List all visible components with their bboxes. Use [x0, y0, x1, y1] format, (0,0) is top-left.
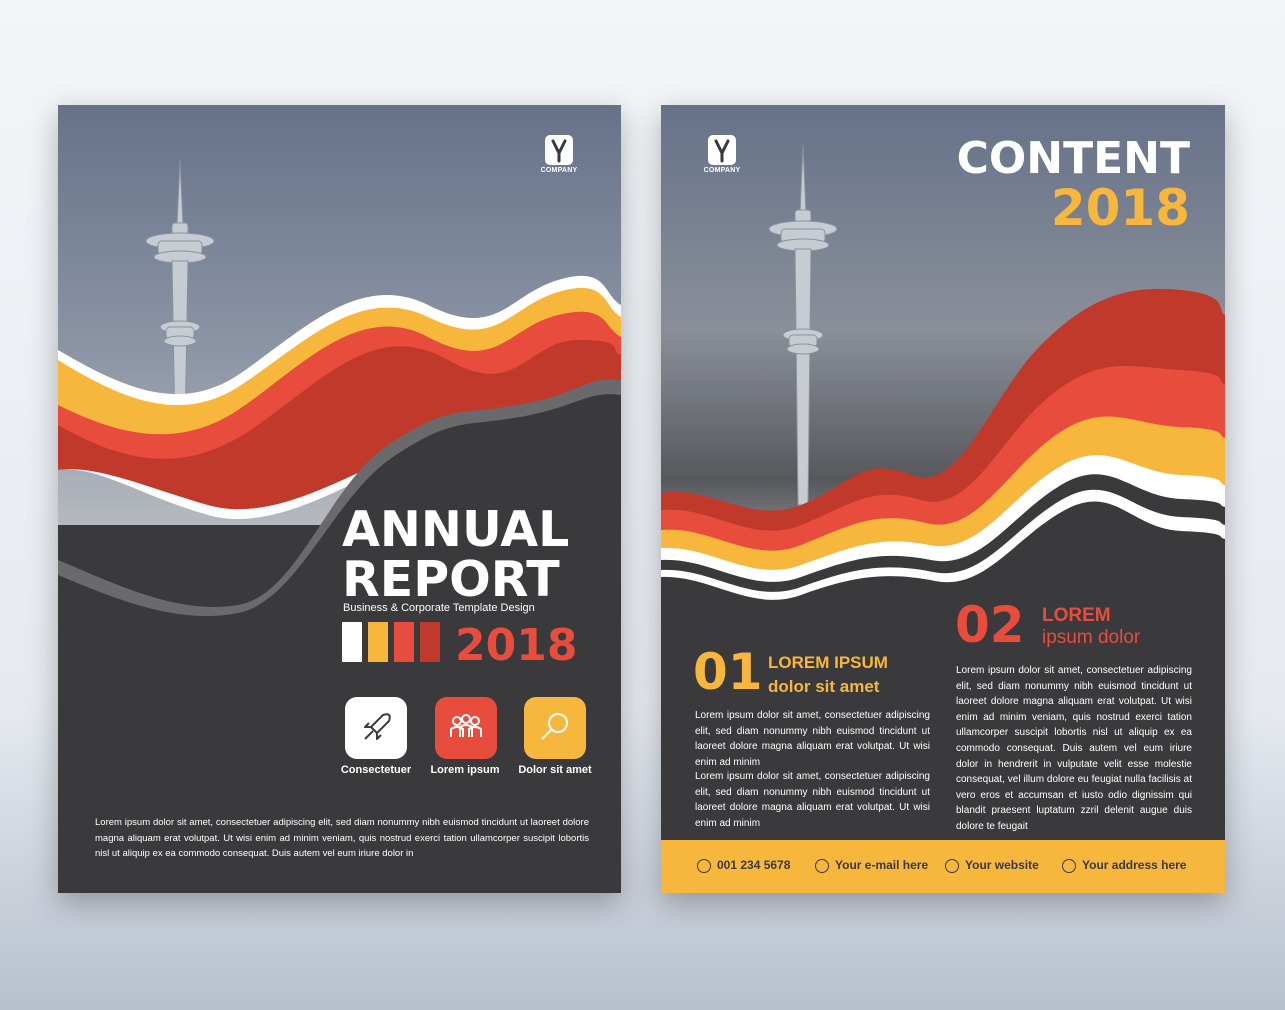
feature-label-3: Dolor sit amet	[518, 764, 592, 776]
swatch-red	[420, 622, 440, 662]
feature-label-1: Consectetuer	[340, 764, 412, 776]
section1-heading-line1: LOREM IPSUM	[768, 653, 888, 672]
people-icon	[450, 714, 482, 737]
section1-number: 01	[693, 643, 763, 701]
cover-title-line2: REPORT	[342, 551, 560, 608]
email-text: Your e-mail here	[835, 858, 929, 872]
section2-heading: LOREM ipsum dolor	[1042, 605, 1140, 649]
logo-text: COMPANY	[540, 167, 578, 174]
section2-body: Lorem ipsum dolor sit amet, consectetuer…	[956, 665, 1192, 832]
website-text: Your website	[965, 858, 1039, 872]
magnifier-icon	[541, 713, 568, 740]
swatch-yellow	[368, 622, 388, 662]
contact-email: Your e-mail here	[815, 858, 928, 873]
company-logo: COMPANY	[701, 135, 743, 174]
annual-report-cover: COMPANY ANNUAL REPORT Business & Corpora…	[58, 105, 621, 893]
section1-heading: LOREM IPSUM dolor sit amet	[768, 651, 888, 699]
color-swatches	[342, 622, 452, 662]
cover-subtitle: Business & Corporate Template Design	[343, 602, 535, 614]
feature-tile-2	[435, 697, 497, 759]
content-page: COMPANY CONTENT 2018 02 LOREM ipsum dolo…	[661, 105, 1225, 893]
section1-body-para2: Lorem ipsum dolor sit amet, consectetuer…	[695, 771, 930, 829]
contact-website: Your website	[945, 858, 1039, 873]
content-title: CONTENT	[956, 133, 1190, 184]
cover-year: 2018	[455, 620, 578, 671]
leaf-logo-icon	[545, 135, 573, 165]
cover-background-art	[58, 105, 621, 893]
content-year: 2018	[1050, 179, 1190, 237]
address-text: Your address here	[1082, 858, 1187, 872]
section1-heading-line2: dolor sit amet	[768, 677, 880, 696]
feature-label-2: Lorem ipsum	[430, 764, 500, 776]
section1-body-para1: Lorem ipsum dolor sit amet, consectetuer…	[695, 710, 930, 768]
contact-footer-bar: 001 234 5678 Your e-mail here Your websi…	[661, 840, 1225, 893]
feature-tile-3	[524, 697, 586, 759]
cover-title-line1: ANNUAL	[342, 501, 570, 558]
phone-text: 001 234 5678	[717, 858, 791, 872]
feature-tile-1	[345, 697, 407, 759]
location-pin-icon	[1062, 858, 1076, 873]
leaf-logo-icon	[708, 135, 736, 165]
tower-illustration	[768, 144, 838, 506]
swatch-orange	[394, 622, 414, 662]
section2-heading-line1: LOREM	[1042, 605, 1111, 626]
content-background-art	[661, 105, 1225, 893]
cover-body-text: Lorem ipsum dolor sit amet, consectetuer…	[95, 817, 589, 859]
tower-illustration	[145, 159, 215, 436]
company-logo: COMPANY	[538, 135, 580, 174]
phone-icon	[697, 858, 711, 873]
globe-icon	[945, 858, 959, 873]
logo-text: COMPANY	[703, 167, 741, 174]
rocket-icon	[364, 713, 391, 740]
contact-phone: 001 234 5678	[697, 858, 790, 873]
contact-address: Your address here	[1062, 858, 1186, 873]
email-icon	[815, 858, 829, 873]
section2-number: 02	[955, 596, 1025, 654]
swatch-white	[342, 622, 362, 662]
section2-heading-line2: ipsum dolor	[1042, 627, 1141, 648]
